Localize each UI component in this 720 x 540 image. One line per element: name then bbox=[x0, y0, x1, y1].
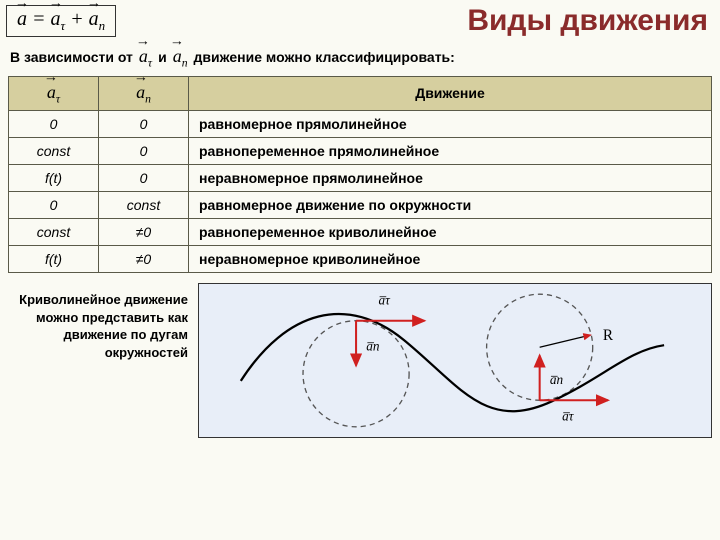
table-row: f(t)0неравномерное прямолинейное bbox=[9, 165, 712, 192]
cell-motion: неравномерное прямолинейное bbox=[189, 165, 712, 192]
table-row: 00равномерное прямолинейное bbox=[9, 111, 712, 138]
cell-motion: равномерное движение по окружности bbox=[189, 192, 712, 219]
formula-t1: a bbox=[51, 8, 61, 31]
cell-an: ≠0 bbox=[99, 219, 189, 246]
cell-an: 0 bbox=[99, 165, 189, 192]
table-header-motion: Движение bbox=[189, 76, 712, 111]
cell-motion: равномерное прямолинейное bbox=[189, 111, 712, 138]
table-header-atau: aτ bbox=[9, 76, 99, 111]
table-header-an: an bbox=[99, 76, 189, 111]
svg-text:a̅τ: a̅τ bbox=[379, 293, 392, 308]
subtitle-sym2: a bbox=[173, 46, 182, 67]
table-row: f(t)≠0неравномерное криволинейное bbox=[9, 246, 712, 273]
subtitle-sym2-sub: n bbox=[182, 57, 188, 70]
table-row: 0constравномерное движение по окружности bbox=[9, 192, 712, 219]
table-row: const0равнопеременное прямолинейное bbox=[9, 138, 712, 165]
cell-an: 0 bbox=[99, 111, 189, 138]
page-title: Виды движения bbox=[116, 4, 714, 38]
cell-atau: const bbox=[9, 219, 99, 246]
subtitle-and: и bbox=[158, 49, 167, 65]
cell-an: const bbox=[99, 192, 189, 219]
cell-motion: равнопеременное криволинейное bbox=[189, 219, 712, 246]
subtitle-pre: В зависимости от bbox=[10, 49, 133, 65]
cell-atau: const bbox=[9, 138, 99, 165]
cell-atau: 0 bbox=[9, 192, 99, 219]
formula-lhs: a bbox=[17, 8, 27, 31]
cell-atau: 0 bbox=[9, 111, 99, 138]
svg-text:R: R bbox=[603, 327, 614, 344]
formula-t2: a bbox=[89, 8, 99, 31]
cell-motion: неравномерное криволинейное bbox=[189, 246, 712, 273]
table-header-row: aτ an Движение bbox=[9, 76, 712, 111]
formula-box: a = aτ + an bbox=[6, 5, 116, 37]
cell-atau: f(t) bbox=[9, 246, 99, 273]
svg-text:a̅τ: a̅τ bbox=[562, 409, 575, 424]
cell-an: 0 bbox=[99, 138, 189, 165]
curvilinear-diagram: Ra̅τ a̅n a̅n a̅τ bbox=[198, 283, 712, 438]
header-row: a = aτ + an Виды движения bbox=[0, 0, 720, 38]
formula-t1-sub: τ bbox=[61, 18, 66, 33]
table-row: const≠0равнопеременное криволинейное bbox=[9, 219, 712, 246]
svg-text:a̅n: a̅n bbox=[366, 338, 380, 353]
subtitle-sym1-sub: τ bbox=[148, 57, 152, 70]
motion-table: aτ an Движение 00равномерное прямолинейн… bbox=[8, 76, 712, 274]
subtitle-sym1: a bbox=[139, 46, 148, 67]
subtitle-post: движение можно классифицировать: bbox=[194, 49, 455, 65]
classification-subtitle: В зависимости от aτ и an движение можно … bbox=[0, 38, 720, 76]
formula-t2-sub: n bbox=[99, 18, 106, 33]
cell-an: ≠0 bbox=[99, 246, 189, 273]
cell-atau: f(t) bbox=[9, 165, 99, 192]
svg-text:a̅n: a̅n bbox=[550, 372, 564, 387]
cell-motion: равнопеременное прямолинейное bbox=[189, 138, 712, 165]
curvilinear-note: Криволинейное движение можно представить… bbox=[8, 283, 188, 361]
bottom-row: Криволинейное движение можно представить… bbox=[0, 273, 720, 438]
formula-plus: + bbox=[70, 8, 84, 30]
formula-eq: = bbox=[32, 8, 46, 30]
